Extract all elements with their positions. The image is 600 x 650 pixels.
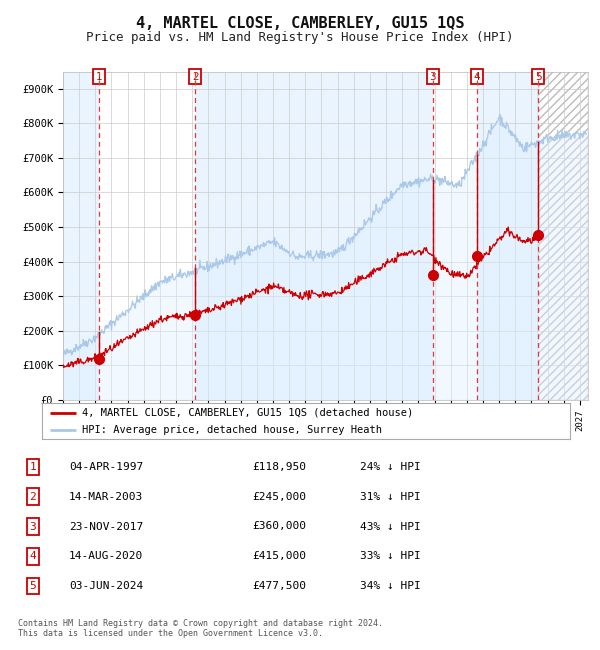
Text: 2: 2 <box>192 72 199 81</box>
Bar <box>477 72 538 400</box>
Text: 3: 3 <box>29 521 37 532</box>
Text: 1: 1 <box>29 462 37 472</box>
Text: 31% ↓ HPI: 31% ↓ HPI <box>360 491 421 502</box>
Text: HPI: Average price, detached house, Surrey Heath: HPI: Average price, detached house, Surr… <box>82 425 382 435</box>
Text: 1: 1 <box>96 72 103 81</box>
Text: 4, MARTEL CLOSE, CAMBERLEY, GU15 1QS: 4, MARTEL CLOSE, CAMBERLEY, GU15 1QS <box>136 16 464 31</box>
Text: 34% ↓ HPI: 34% ↓ HPI <box>360 581 421 592</box>
Text: £245,000: £245,000 <box>252 491 306 502</box>
Text: 14-MAR-2003: 14-MAR-2003 <box>69 491 143 502</box>
Bar <box>195 72 433 400</box>
Text: 3: 3 <box>430 72 436 81</box>
Bar <box>63 72 100 400</box>
Text: 4: 4 <box>473 72 480 81</box>
Text: £415,000: £415,000 <box>252 551 306 562</box>
Text: 03-JUN-2024: 03-JUN-2024 <box>69 581 143 592</box>
Text: 4, MARTEL CLOSE, CAMBERLEY, GU15 1QS (detached house): 4, MARTEL CLOSE, CAMBERLEY, GU15 1QS (de… <box>82 408 413 418</box>
Text: £118,950: £118,950 <box>252 462 306 472</box>
Text: £477,500: £477,500 <box>252 581 306 592</box>
Text: £360,000: £360,000 <box>252 521 306 532</box>
Text: 23-NOV-2017: 23-NOV-2017 <box>69 521 143 532</box>
Text: 04-APR-1997: 04-APR-1997 <box>69 462 143 472</box>
Text: 4: 4 <box>29 551 37 562</box>
Bar <box>538 72 588 400</box>
Text: 24% ↓ HPI: 24% ↓ HPI <box>360 462 421 472</box>
Text: 5: 5 <box>29 581 37 592</box>
Text: 5: 5 <box>535 72 542 81</box>
Text: Price paid vs. HM Land Registry's House Price Index (HPI): Price paid vs. HM Land Registry's House … <box>86 31 514 44</box>
Text: Contains HM Land Registry data © Crown copyright and database right 2024.
This d: Contains HM Land Registry data © Crown c… <box>18 619 383 638</box>
Text: 43% ↓ HPI: 43% ↓ HPI <box>360 521 421 532</box>
Text: 2: 2 <box>29 491 37 502</box>
Text: 14-AUG-2020: 14-AUG-2020 <box>69 551 143 562</box>
Text: 33% ↓ HPI: 33% ↓ HPI <box>360 551 421 562</box>
